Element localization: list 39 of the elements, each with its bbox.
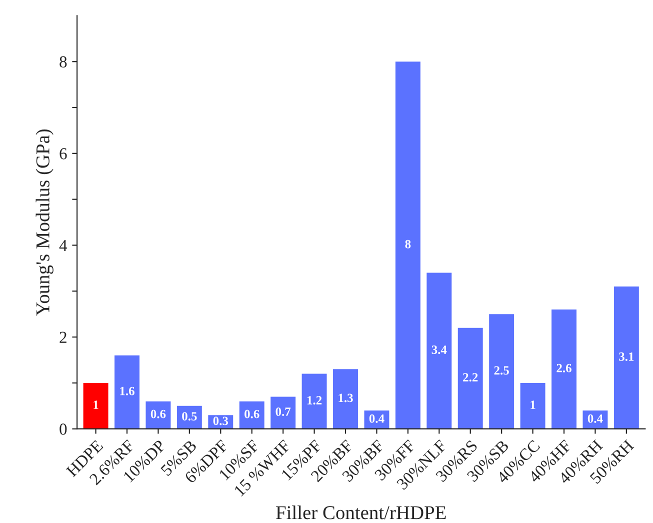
data-label: 2.2 xyxy=(463,373,478,382)
data-label: 1.6 xyxy=(120,386,134,396)
data-label: 0.3 xyxy=(213,416,228,426)
y-tick-label: 6 xyxy=(60,148,67,160)
data-label: 8 xyxy=(405,240,411,248)
data-label: 2.6 xyxy=(556,364,572,372)
bar xyxy=(146,401,171,429)
bar xyxy=(395,62,420,429)
data-label: 0.4 xyxy=(588,414,603,423)
bar xyxy=(489,314,514,429)
data-label: 1 xyxy=(530,400,536,409)
y-tick-label: 0 xyxy=(60,424,67,435)
data-label: 0.5 xyxy=(182,412,197,421)
y-axis-title: Young's Modulus (GPa) xyxy=(36,129,54,316)
y-tick-label: 8 xyxy=(60,56,67,68)
data-label: 0.6 xyxy=(244,410,260,418)
data-label: 0.7 xyxy=(276,407,291,416)
bar xyxy=(552,310,576,429)
data-label: 1.3 xyxy=(338,394,353,402)
bar xyxy=(83,382,108,429)
data-label: 0.4 xyxy=(369,414,384,423)
bar xyxy=(426,272,452,429)
bar xyxy=(270,396,296,429)
data-label: 1 xyxy=(94,400,98,409)
x-axis-title: Filler Content/rHDPE xyxy=(276,506,446,520)
bar xyxy=(114,355,140,429)
data-label: 3.1 xyxy=(619,352,634,361)
y-tick-label: 2 xyxy=(60,332,66,343)
bar xyxy=(302,374,327,429)
data-label: 1.2 xyxy=(307,396,322,404)
bar xyxy=(520,382,546,429)
bar xyxy=(239,401,264,429)
data-label: 3.4 xyxy=(432,346,447,354)
data-label: 2.5 xyxy=(494,366,509,375)
bar xyxy=(458,328,483,429)
bar xyxy=(614,286,639,429)
data-label: 0.6 xyxy=(150,410,166,418)
y-tick-label: 4 xyxy=(59,240,68,252)
bar xyxy=(333,369,358,429)
